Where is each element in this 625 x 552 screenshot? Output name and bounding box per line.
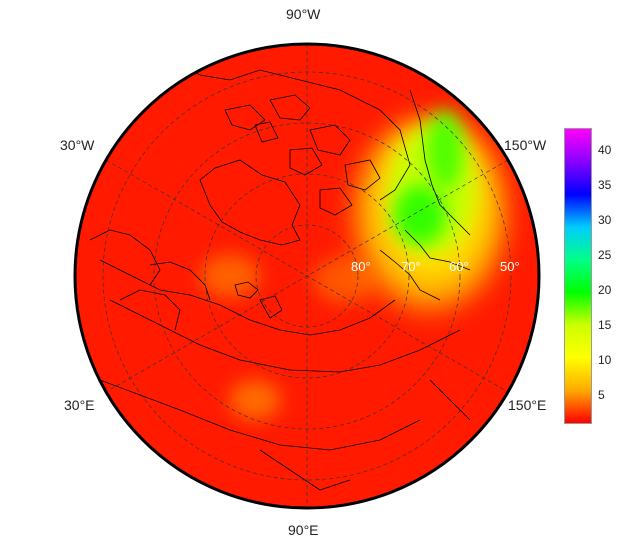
latitude-label-50: 50°	[500, 259, 520, 274]
map-border	[73, 42, 541, 510]
colorbar-tick-label: 40	[598, 143, 612, 157]
field-patch	[229, 380, 281, 420]
longitude-label-top: 90°W	[286, 6, 321, 22]
longitude-label-bottom: 90°E	[288, 522, 319, 538]
colorbar-tick-label: 35	[598, 178, 612, 192]
colorbar	[564, 128, 592, 424]
field-patch	[394, 185, 446, 245]
longitude-label-lower-left: 30°E	[64, 397, 95, 413]
colorbar-tick-label: 25	[598, 248, 612, 262]
latitude-label-80: 80°	[351, 259, 371, 274]
longitude-label-lower-right: 150°E	[508, 397, 547, 413]
field-patch	[427, 110, 463, 190]
longitude-label-upper-left: 30°W	[60, 137, 95, 153]
latitude-label-70: 70°	[401, 259, 421, 274]
graticule	[102, 44, 512, 508]
colorbar-tick-label: 20	[598, 283, 612, 297]
colorbar-tick-label: 15	[598, 318, 612, 332]
field-patch	[200, 254, 260, 298]
latitude-label-60: 60°	[449, 259, 469, 274]
longitude-label-upper-right: 150°W	[504, 137, 547, 153]
colorbar-tick-label: 10	[598, 353, 612, 367]
colorbar-tick-label: 5	[598, 388, 605, 402]
field-patch	[313, 256, 377, 304]
coastlines	[89, 59, 471, 491]
field-anomalies	[200, 110, 505, 420]
colorbar-tick-label: 30	[598, 213, 612, 227]
